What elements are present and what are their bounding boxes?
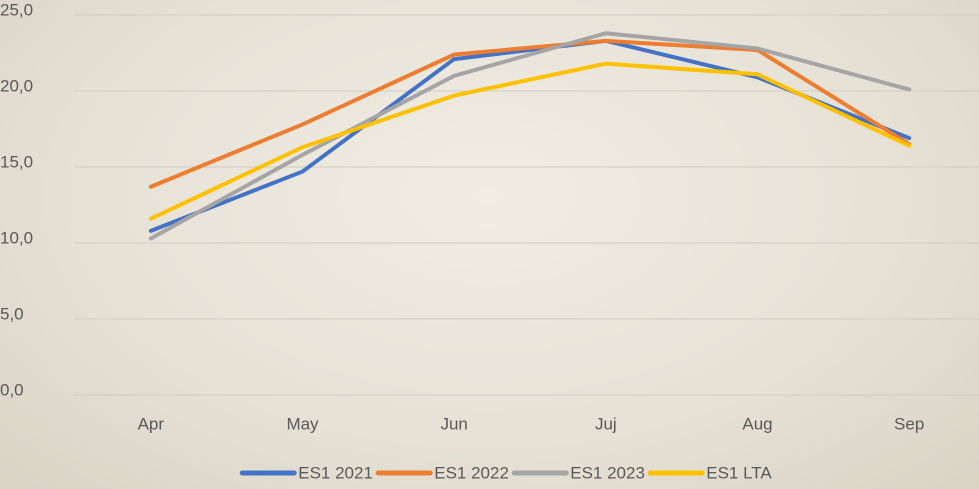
series-line	[148, 31, 912, 241]
x-tick-label: Apr	[138, 414, 165, 433]
y-tick-label: 5,0	[0, 304, 24, 323]
y-tick-label: 10,0	[0, 228, 33, 247]
x-tick-label: Juj	[595, 414, 617, 433]
series-line	[148, 61, 912, 221]
x-tick-label: May	[286, 414, 319, 433]
legend-label: ES1 LTA	[706, 463, 772, 482]
legend-label: ES1 2023	[570, 463, 645, 482]
x-tick-label: Jun	[440, 414, 467, 433]
y-tick-label: 0,0	[0, 380, 24, 399]
series-line	[148, 38, 912, 189]
y-tick-label: 25,0	[0, 0, 33, 19]
legend-label: ES1 2022	[434, 463, 509, 482]
x-tick-label: Aug	[742, 414, 772, 433]
legend-label: ES1 2021	[298, 463, 373, 482]
x-tick-label: Sep	[894, 414, 924, 433]
series-line	[148, 38, 912, 233]
y-tick-label: 20,0	[0, 76, 33, 95]
y-tick-label: 15,0	[0, 152, 33, 171]
